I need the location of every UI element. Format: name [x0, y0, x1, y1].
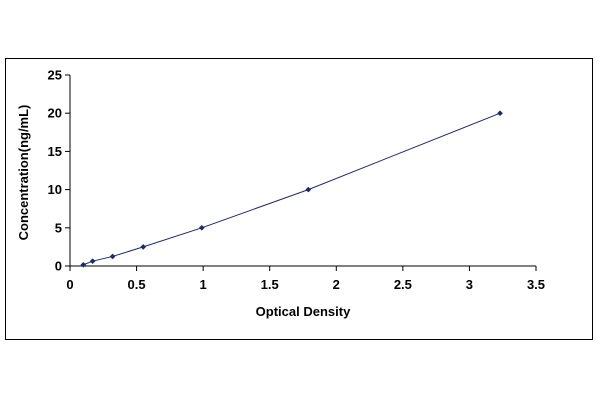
data-point [198, 224, 205, 231]
y-tick-label: 20 [48, 106, 62, 121]
data-point [497, 110, 503, 117]
y-tick-label: 10 [48, 182, 62, 197]
data-point [140, 244, 147, 250]
x-tick-label: 0 [66, 277, 73, 292]
y-tick-label: 25 [48, 68, 62, 83]
x-axis-title: Optical Density [256, 304, 351, 319]
x-tick-label: 2 [333, 277, 340, 292]
data-point [109, 253, 116, 260]
x-tick-label: 0.5 [128, 277, 146, 292]
data-point [305, 186, 312, 193]
x-ticks: 0 0.5 1 1.5 2 2.5 3 3.5 [66, 266, 545, 292]
y-ticks: 0 5 10 15 20 25 [48, 68, 70, 274]
y-tick-label: 5 [55, 220, 62, 235]
y-axis-title: Concentration(ng/mL) [16, 105, 31, 241]
data-point [80, 261, 87, 268]
trendline [83, 112, 501, 266]
x-tick-label: 3 [466, 277, 473, 292]
data-points [80, 110, 503, 268]
x-tick-label: 3.5 [527, 277, 545, 292]
y-tick-label: 15 [48, 144, 62, 159]
data-point [89, 258, 96, 265]
x-tick-label: 1 [200, 277, 207, 292]
y-tick-label: 0 [55, 259, 62, 274]
x-tick-label: 1.5 [261, 277, 279, 292]
chart-frame [5, 58, 593, 340]
x-tick-label: 2.5 [394, 277, 412, 292]
